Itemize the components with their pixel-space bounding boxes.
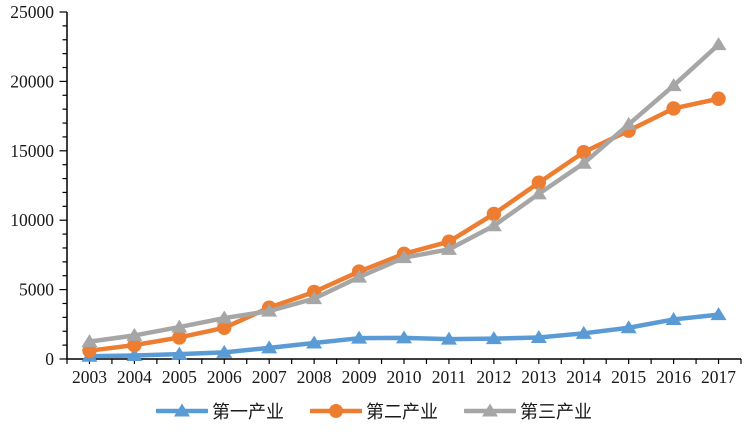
data-point-triangle-marker bbox=[620, 320, 637, 334]
data-point-circle-marker bbox=[127, 337, 142, 353]
x-axis-labels: 2003 2004 2005 2006 2007 2008 2009 2010 2011 2012… bbox=[72, 367, 736, 387]
legend-item-primary-industry: 第一产业 bbox=[156, 398, 284, 424]
data-point-triangle-marker bbox=[216, 344, 233, 358]
data-point-triangle-marker bbox=[261, 303, 278, 317]
data-point-triangle-marker bbox=[81, 334, 98, 348]
data-point-triangle-marker bbox=[620, 116, 637, 130]
data-point-triangle-marker bbox=[530, 186, 547, 200]
data-point-triangle-marker bbox=[261, 340, 278, 354]
data-point-triangle-marker bbox=[440, 241, 457, 255]
data-point-triangle-marker bbox=[575, 155, 592, 169]
y-tick-label: 10000 bbox=[10, 210, 54, 230]
data-point-triangle-marker bbox=[396, 330, 412, 344]
data-point-triangle-marker bbox=[440, 331, 457, 345]
x-axis-ticks bbox=[66, 359, 742, 364]
data-point-triangle-marker bbox=[710, 307, 727, 321]
data-point-triangle-marker bbox=[171, 346, 188, 360]
data-point-triangle-marker bbox=[665, 78, 682, 92]
data-point-triangle-marker bbox=[710, 37, 727, 51]
data-point-triangle-marker bbox=[396, 250, 412, 264]
y-axis-ticks bbox=[59, 11, 67, 360]
x-tick-label: 2015 bbox=[611, 367, 646, 387]
x-tick-label: 2003 bbox=[72, 367, 107, 387]
data-point-triangle-marker bbox=[575, 325, 592, 339]
chart-legend: 第一产业 第二产业 第三产业 bbox=[0, 398, 748, 424]
series-line bbox=[87, 96, 721, 353]
x-tick-label: 2010 bbox=[387, 367, 422, 387]
x-tick-label: 2008 bbox=[297, 367, 332, 387]
y-tick-label: 20000 bbox=[10, 71, 54, 91]
data-point-circle-marker bbox=[666, 101, 681, 116]
data-point-triangle-marker bbox=[306, 291, 323, 305]
x-tick-label: 2014 bbox=[566, 367, 601, 387]
data-point-triangle-marker bbox=[351, 330, 368, 344]
data-point-circle-marker bbox=[576, 144, 591, 160]
data-point-triangle-marker bbox=[216, 310, 233, 324]
data-point-circle-marker bbox=[711, 91, 726, 106]
data-point-circle-marker bbox=[217, 320, 232, 335]
data-point-triangle-marker bbox=[126, 327, 143, 341]
tertiary-industry-line-marker-icon bbox=[464, 403, 516, 417]
x-tick-label: 2006 bbox=[207, 367, 242, 387]
legend-item-tertiary-industry: 第三产业 bbox=[464, 398, 592, 424]
data-point-triangle-marker bbox=[485, 331, 502, 345]
legend-label-tertiary-industry: 第三产业 bbox=[520, 402, 592, 422]
y-tick-label: 25000 bbox=[10, 2, 54, 22]
series-secondary-industry bbox=[82, 91, 726, 358]
data-point-circle-marker bbox=[531, 175, 546, 190]
x-tick-label: 2009 bbox=[342, 367, 377, 387]
y-axis-labels: 0 5000 10000 15000 20000 25000 bbox=[10, 2, 54, 369]
y-tick-label: 5000 bbox=[19, 280, 54, 300]
series-line bbox=[87, 42, 721, 344]
legend-label-secondary-industry: 第二产业 bbox=[366, 402, 438, 422]
x-tick-label: 2011 bbox=[432, 367, 466, 387]
data-point-triangle-marker bbox=[530, 329, 547, 343]
x-tick-label: 2004 bbox=[117, 367, 152, 387]
legend-item-secondary-industry: 第二产业 bbox=[310, 398, 438, 424]
data-point-triangle-marker bbox=[171, 319, 188, 333]
x-tick-label: 2007 bbox=[252, 367, 287, 387]
data-point-triangle-marker bbox=[665, 311, 682, 325]
x-tick-label: 2005 bbox=[162, 367, 197, 387]
y-tick-label: 0 bbox=[45, 349, 54, 369]
data-point-triangle-marker bbox=[485, 218, 502, 232]
series-tertiary-industry bbox=[81, 37, 727, 348]
data-point-triangle-marker bbox=[306, 335, 323, 349]
y-tick-label: 15000 bbox=[10, 141, 54, 161]
data-point-circle-marker bbox=[172, 330, 187, 345]
secondary-industry-line-marker-icon bbox=[310, 404, 362, 418]
data-point-triangle-marker bbox=[126, 348, 143, 362]
x-tick-label: 2017 bbox=[701, 367, 736, 387]
data-point-triangle-marker bbox=[351, 269, 368, 283]
data-point-circle-marker bbox=[486, 206, 502, 222]
x-tick-label: 2012 bbox=[476, 367, 511, 387]
x-tick-label: 2016 bbox=[656, 367, 691, 387]
primary-industry-line-marker-icon bbox=[156, 403, 208, 417]
legend-label-primary-industry: 第一产业 bbox=[212, 402, 284, 422]
x-tick-label: 2013 bbox=[521, 367, 556, 387]
